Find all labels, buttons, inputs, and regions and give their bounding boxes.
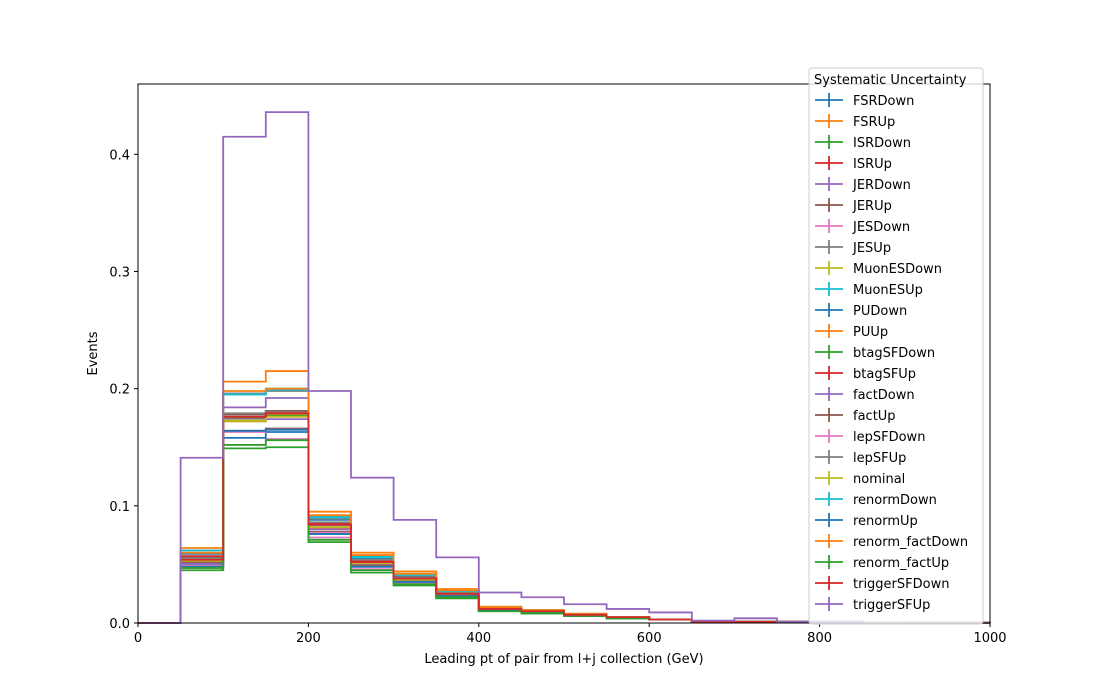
legend-label: renormUp — [853, 514, 918, 529]
legend-item: MuonESUp — [815, 282, 923, 298]
y-tick-label: 0.3 — [109, 265, 130, 280]
axes-layer — [137, 83, 991, 624]
y-tick-label: 0.1 — [109, 500, 130, 515]
legend-item: FSRDown — [815, 93, 914, 109]
x-axis-label: Leading pt of pair from l+j collection (… — [424, 652, 703, 667]
legend-item: FSRUp — [815, 114, 895, 130]
x-tick-label: 1000 — [973, 631, 1006, 646]
legend-item: renormUp — [815, 513, 918, 529]
legend-item: renormDown — [815, 492, 937, 508]
legend-item: triggerSFDown — [815, 576, 949, 592]
legend-label: lepSFDown — [853, 430, 925, 445]
y-tick-label: 0.0 — [109, 617, 130, 632]
legend-label: renorm_factUp — [853, 556, 949, 571]
x-tick-label: 0 — [134, 631, 142, 646]
legend-label: btagSFDown — [853, 346, 935, 361]
legend-label: JERDown — [852, 178, 911, 193]
y-tick-label: 0.2 — [109, 383, 130, 398]
x-tick-label: 800 — [807, 631, 832, 646]
legend-label: lepSFUp — [853, 451, 906, 466]
plot-frame — [137, 83, 991, 624]
legend-item: renorm_factDown — [815, 534, 968, 550]
legend-label: triggerSFUp — [853, 598, 930, 613]
legend-item: lepSFUp — [815, 450, 906, 466]
legend-item: factDown — [815, 387, 915, 403]
legend-label: FSRDown — [853, 94, 914, 109]
legend-label: factUp — [853, 409, 896, 424]
legend-label: ISRUp — [853, 157, 892, 172]
y-tick-label: 0.4 — [109, 148, 130, 163]
legend-item: nominal — [815, 471, 905, 487]
legend-label: PUDown — [853, 304, 907, 319]
legend-box — [808, 67, 984, 625]
legend-item: JESDown — [815, 219, 910, 235]
legend-item: PUUp — [815, 324, 888, 340]
legend-label: factDown — [853, 388, 915, 403]
legend-item: ISRUp — [815, 156, 892, 172]
legend-label: triggerSFDown — [853, 577, 949, 592]
legend-label: btagSFUp — [853, 367, 916, 382]
legend-label: renormDown — [853, 493, 937, 508]
x-tick-label: 600 — [637, 631, 662, 646]
legend-items: FSRDown FSRUp ISRDown ISRUp JERDown JERUp JESD… — [815, 93, 968, 613]
legend-item: ISRDown — [815, 135, 911, 151]
legend-item: MuonESDown — [815, 261, 942, 277]
legend-item: btagSFUp — [815, 366, 916, 382]
legend-label: MuonESUp — [853, 283, 923, 298]
legend-label: ISRDown — [853, 136, 911, 151]
legend-title: Systematic Uncertainty — [814, 73, 967, 88]
legend-label: JERUp — [852, 199, 892, 214]
legend-item: triggerSFUp — [815, 597, 930, 613]
ticks-layer: 0 200 400 600 800 1000 0.0 0.1 0.2 0.3 0.4 — [109, 148, 1006, 646]
legend-label: MuonESDown — [853, 262, 942, 277]
y-axis-label: Events — [86, 331, 101, 375]
legend-item: renorm_factUp — [815, 555, 949, 571]
legend-item: JERDown — [815, 177, 911, 193]
legend-label: FSRUp — [853, 115, 895, 130]
x-tick-label: 400 — [466, 631, 491, 646]
legend-item: factUp — [815, 408, 896, 424]
legend-label: JESDown — [852, 220, 910, 235]
legend-label: JESUp — [852, 241, 891, 256]
x-tick-label: 200 — [296, 631, 321, 646]
legend: Systematic Uncertainty FSRDown FSRUp ISRDo… — [808, 67, 984, 625]
legend-label: renorm_factDown — [853, 535, 968, 550]
legend-item: JERUp — [815, 198, 892, 214]
legend-label: nominal — [853, 472, 905, 487]
legend-item: lepSFDown — [815, 429, 925, 445]
legend-item: JESUp — [815, 240, 891, 256]
legend-label: PUUp — [853, 325, 888, 340]
legend-item: PUDown — [815, 303, 907, 319]
legend-item: btagSFDown — [815, 345, 935, 361]
